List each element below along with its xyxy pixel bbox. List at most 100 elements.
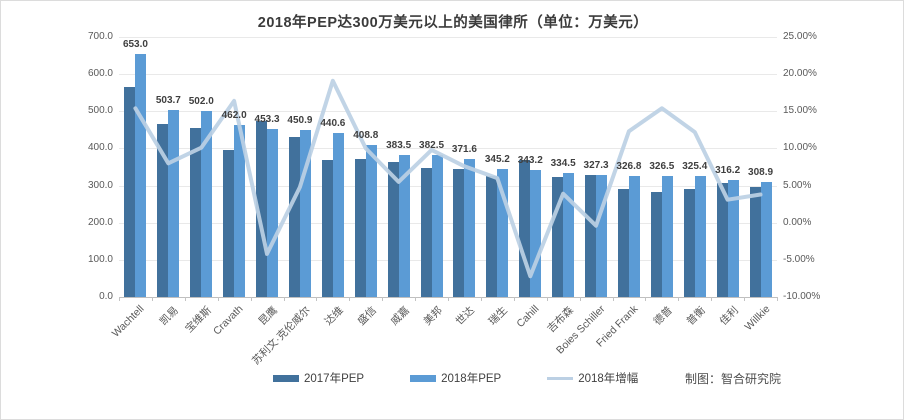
bar-2018 (760, 182, 772, 297)
growth-line (133, 78, 763, 279)
bar-2017 (749, 186, 761, 297)
bar-value-label: 308.9 (748, 167, 774, 179)
x-axis-tick (316, 297, 318, 301)
bar-2018 (628, 175, 640, 297)
y-axis-label-left: 100.0 (87, 253, 113, 265)
bar-2018 (497, 168, 509, 297)
bar-value-label: 334.5 (550, 157, 576, 169)
y-axis-label-right: 10.00% (783, 142, 817, 154)
bar-2018 (332, 133, 344, 297)
x-axis-labels: Wachtell 凯易 宝维斯 Cravath 昆鹰 苏利文·克伦威尔 达维 盛信 威嘉 美邦 世达… (110, 299, 777, 375)
bar-2017 (650, 191, 662, 297)
bar-2017 (223, 149, 235, 297)
y-axis-label-right: 15.00% (783, 105, 817, 117)
y-axis-label-left: 400.0 (87, 142, 113, 154)
legend: 2017年PEP 2018年PEP 2018年增幅 (273, 370, 638, 386)
bar-2018 (135, 54, 147, 297)
y-axis-label-left: 0.0 (99, 291, 113, 302)
bar-2018 (727, 179, 739, 297)
gridline (119, 259, 777, 261)
x-axis-tick (184, 297, 186, 301)
growth-line-svg (133, 78, 763, 279)
gridline (119, 37, 777, 38)
bar-2018 (201, 110, 213, 297)
x-axis-tick (579, 297, 581, 301)
x-axis-tick (151, 297, 153, 301)
bar-2017 (387, 162, 399, 297)
x-axis-tick (744, 297, 746, 301)
bar-2018 (234, 125, 246, 297)
legend-label-2018pep: 2018年PEP (441, 373, 502, 385)
x-axis-tick (645, 297, 647, 301)
bar-2018 (365, 145, 377, 297)
bar-value-label: 450.9 (287, 114, 313, 126)
bar-value-label: 408.8 (353, 130, 379, 142)
x-axis-tick (283, 297, 285, 301)
bar-value-label: 453.3 (254, 113, 280, 125)
bar-value-label: 326.8 (616, 160, 642, 172)
bar-value-label: 653.0 (122, 39, 148, 51)
legend-label-2017pep: 2017年PEP (304, 373, 365, 385)
legend-swatch-2018pep (410, 374, 437, 382)
x-axis-tick (217, 297, 219, 301)
y-axis-label-left: 600.0 (87, 68, 113, 80)
bar-value-label: 327.3 (583, 160, 609, 172)
credit-text: 制图：智合研究院 (685, 372, 782, 386)
y-axis-label-left: 500.0 (87, 105, 113, 117)
x-axis-tick (250, 297, 252, 301)
x-axis-tick (612, 297, 614, 301)
x-axis-tick (711, 297, 713, 301)
bar-2018 (267, 128, 279, 297)
y-axis-label-left: 700.0 (87, 31, 113, 42)
y-axis-label-right: 25.00% (783, 31, 817, 42)
x-axis-tick (546, 297, 548, 301)
plot-area: 653.0 503.7 502.0 462.0 453.3 450.9 440.6 408.8… (119, 37, 777, 298)
legend-item-2017pep: 2017年PEP (273, 370, 364, 386)
bar-value-label: 440.6 (320, 118, 346, 130)
y-axis-label-left: 300.0 (87, 179, 113, 191)
x-axis-tick (119, 297, 120, 301)
bar-2018 (299, 129, 311, 297)
bar-2017 (354, 158, 366, 297)
x-axis-tick (415, 297, 417, 301)
bar-value-label: 325.4 (682, 161, 708, 173)
bar-2018 (694, 176, 706, 297)
bar-2017 (585, 174, 597, 297)
chart-title: 2018年PEP达300万美元以上的美国律所（单位：万美元） (257, 15, 649, 31)
bar-2017 (420, 167, 432, 297)
bar-2017 (256, 121, 268, 297)
y-axis-label-right: 0.00% (783, 216, 812, 228)
bar-2017 (288, 137, 300, 297)
bar-2018 (168, 109, 180, 297)
bar-2017 (190, 127, 202, 297)
bar-2018 (431, 154, 443, 297)
legend-item-2018pep: 2018年PEP (410, 370, 501, 386)
bar-2017 (321, 159, 333, 297)
x-axis-tick (382, 297, 384, 301)
bar-value-label: 502.0 (188, 95, 214, 107)
bar-2017 (683, 189, 695, 297)
bar-2018 (596, 175, 608, 297)
bar-value-label: 326.5 (649, 160, 675, 172)
x-axis-tick (448, 297, 449, 301)
bar-value-label: 503.7 (155, 94, 181, 106)
bar-2018 (464, 158, 476, 297)
bar-value-label: 382.5 (419, 139, 445, 151)
bar-2017 (716, 183, 728, 297)
bar-value-label: 371.6 (451, 143, 477, 155)
bar-2018 (398, 154, 410, 297)
x-axis-tick (678, 297, 680, 301)
gridline (119, 74, 777, 76)
x-axis-tick (349, 297, 351, 301)
bar-2017 (453, 168, 465, 297)
y-axis-label-right: 20.00% (783, 68, 817, 80)
bar-2018 (661, 175, 673, 297)
legend-item-growth: 2018年增幅 (547, 370, 638, 386)
gridline (119, 111, 777, 113)
y-axis-label-right: -10.00% (783, 291, 821, 302)
bar-2017 (552, 177, 564, 297)
bar-value-label: 345.2 (484, 153, 510, 165)
bar-2017 (617, 188, 629, 297)
y-axis-label-right: 5.00% (783, 179, 812, 191)
